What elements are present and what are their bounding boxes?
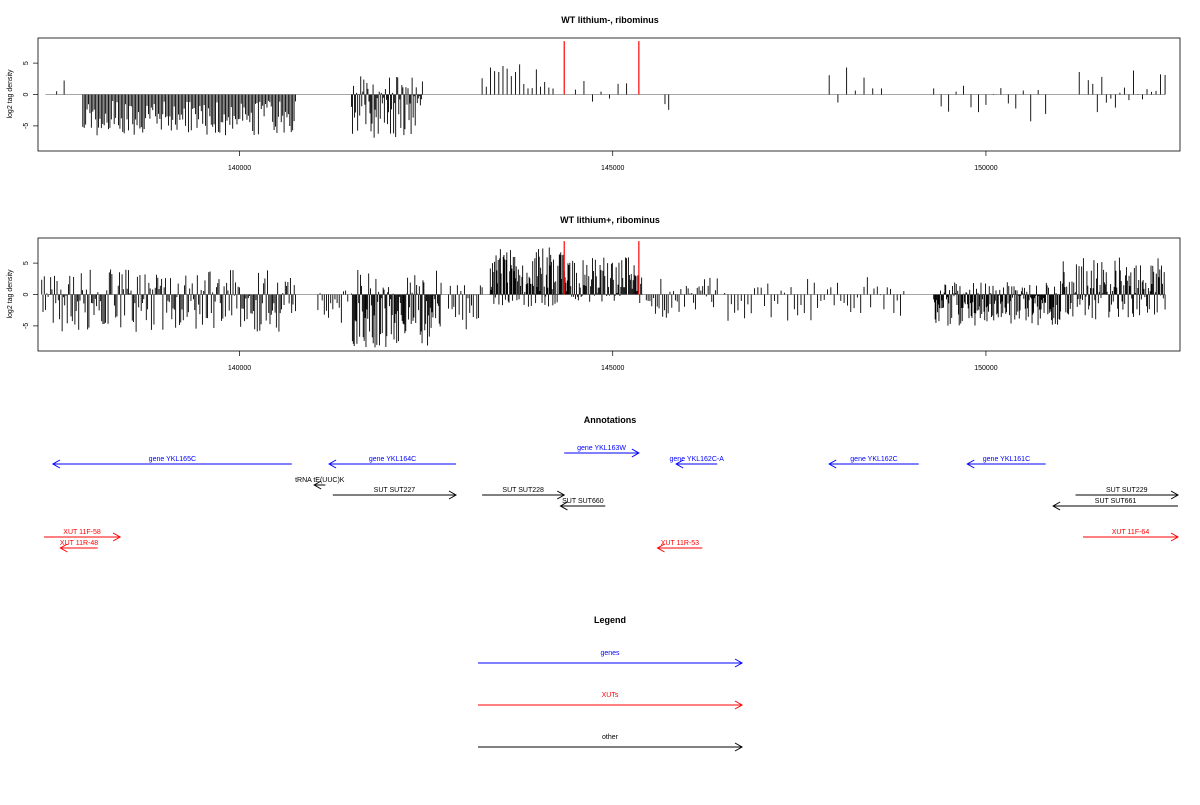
legend-title: Legend: [594, 615, 626, 625]
panel-1-ytick-label-1: 0: [23, 92, 30, 96]
panel-2-y-axis: -5 0 5 log2 tag density: [7, 261, 38, 329]
annotation-label: SUT SUT660: [562, 498, 604, 505]
annotation-label: gene YKL163W: [577, 445, 626, 452]
panel-2-ytick-label-1: 0: [23, 292, 30, 296]
legend-label: genes: [600, 650, 620, 657]
panel-1-bars: [56, 64, 1166, 138]
panel-2-ytick-label-2: 5: [23, 261, 30, 265]
panel-2-highlights: [563, 241, 640, 295]
annotation-feature: SUT SUT660: [559, 498, 606, 511]
annotation-arrow-arrowhead: [1170, 490, 1180, 500]
annotation-arrow-arrowhead: [328, 459, 337, 469]
panel-1-title: WT lithium-, ribominus: [561, 15, 659, 25]
annotation-arrow-arrowhead: [828, 459, 837, 469]
annotation-label: SUT SUT229: [1106, 487, 1148, 494]
annotations-title: Annotations: [584, 415, 637, 425]
annotation-feature: gene YKL162C-A: [670, 456, 725, 469]
annotation-feature: XUT 11F-64: [1082, 529, 1180, 542]
annotation-label: gene YKL162C: [850, 456, 897, 463]
annotation-label: gene YKL165C: [149, 456, 196, 463]
legend-arrow-arrowhead: [734, 742, 744, 752]
panel-2-xtick-label-2: 150000: [974, 365, 997, 372]
annotation-arrow-arrowhead: [1052, 501, 1061, 511]
annotation-feature: XUT 11F-58: [44, 529, 122, 542]
annotation-feature: gene YKL162C: [828, 456, 919, 469]
annotations-track: Annotations gene YKL165C gene YKL164Cgene…: [44, 415, 1180, 553]
panel-1-y-axis: -5 0 5 log2 tag density: [7, 61, 38, 129]
panel-2-xtick-label-0: 140000: [228, 365, 251, 372]
annotation-feature: XUT 11R-48: [59, 540, 98, 553]
panel-2-title: WT lithium+, ribominus: [560, 215, 660, 225]
panel-lithium-plus: WT lithium+, ribominus 140000 145000 150…: [7, 215, 1181, 372]
panel-2-ylabel: log2 tag density: [7, 269, 14, 319]
panel-2-xtick-label-1: 145000: [601, 365, 624, 372]
legend-item-other: other: [478, 734, 744, 752]
panel-1-x-axis: 140000 145000 150000: [228, 151, 998, 172]
annotation-arrow-arrowhead: [675, 459, 684, 469]
annotation-arrow-arrowhead: [112, 532, 122, 542]
annotation-feature: gene YKL165C: [51, 456, 292, 469]
annotation-feature: gene YKL163W: [564, 445, 640, 458]
annotation-label: XUT 11R-48: [60, 540, 98, 547]
annotation-arrow-arrowhead: [51, 459, 61, 469]
legend-label: XUTs: [602, 692, 619, 699]
annotation-label: gene YKL164C: [369, 456, 416, 463]
annotation-feature: SUT SUT228: [482, 487, 566, 500]
panel-lithium-minus: WT lithium-, ribominus 140000 145000 150…: [7, 15, 1181, 172]
annotation-label: XUT 11R-53: [661, 540, 699, 547]
annotation-arrow-arrowhead: [448, 490, 457, 500]
panel-2-x-axis: 140000 145000 150000: [228, 351, 998, 372]
panel-1-ytick-label-2: 5: [23, 61, 30, 65]
annotation-label: gene YKL162C-A: [670, 456, 725, 463]
annotation-arrow-arrowhead: [559, 501, 568, 511]
annotation-feature: XUT 11R-53: [656, 540, 703, 553]
panel-1-ytick-label-0: -5: [23, 123, 30, 129]
legend-arrow-arrowhead: [734, 658, 744, 668]
annotation-arrow-arrowhead: [313, 480, 322, 490]
annotation-arrow-arrowhead: [556, 490, 566, 500]
panel-1-xtick-label-0: 140000: [228, 165, 251, 172]
annotation-arrow-arrowhead: [656, 543, 665, 553]
annotation-arrow-arrowhead: [1170, 532, 1180, 542]
annotation-label: SUT SUT661: [1095, 498, 1137, 505]
annotation-label: tRNA tE(UUC)K: [295, 477, 345, 484]
annotation-arrow-arrowhead: [59, 543, 68, 553]
annotation-label: XUT 11F-58: [63, 529, 101, 536]
annotation-arrow-arrowhead: [966, 459, 975, 469]
annotation-feature: SUT SUT229: [1075, 487, 1180, 500]
panel-2-bars: [41, 247, 1166, 348]
legend-item-genes: genes: [478, 650, 744, 668]
panel-1-xtick-label-2: 150000: [974, 165, 997, 172]
legend-items: genes XUTs other: [478, 650, 744, 752]
legend-label: other: [602, 734, 619, 741]
annotation-label: gene YKL161C: [983, 456, 1030, 463]
panel-1-highlights: [563, 41, 640, 95]
annotation-feature: gene YKL161C: [966, 456, 1046, 469]
panel-2-ytick-label-0: -5: [23, 323, 30, 329]
annotation-arrow-arrowhead: [631, 448, 640, 458]
annotation-feature: SUT SUT661: [1052, 498, 1178, 511]
panel-1-xtick-label-1: 145000: [601, 165, 624, 172]
annotation-feature: tRNA tE(UUC)K: [295, 477, 345, 490]
legend: Legend genes XUTs other: [478, 615, 744, 752]
panel-1-ylabel: log2 tag density: [7, 69, 14, 119]
annotation-feature: SUT SUT227: [332, 487, 457, 500]
annotation-features: gene YKL165C gene YKL164C gene YKL163W gene…: [44, 445, 1180, 553]
annotation-feature: gene YKL164C: [328, 456, 456, 469]
annotation-label: XUT 11F-64: [1112, 529, 1150, 536]
legend-item-xuts: XUTs: [478, 692, 744, 710]
annotation-label: SUT SUT227: [374, 487, 416, 494]
annotation-label: SUT SUT228: [502, 487, 544, 494]
legend-arrow-arrowhead: [734, 700, 744, 710]
